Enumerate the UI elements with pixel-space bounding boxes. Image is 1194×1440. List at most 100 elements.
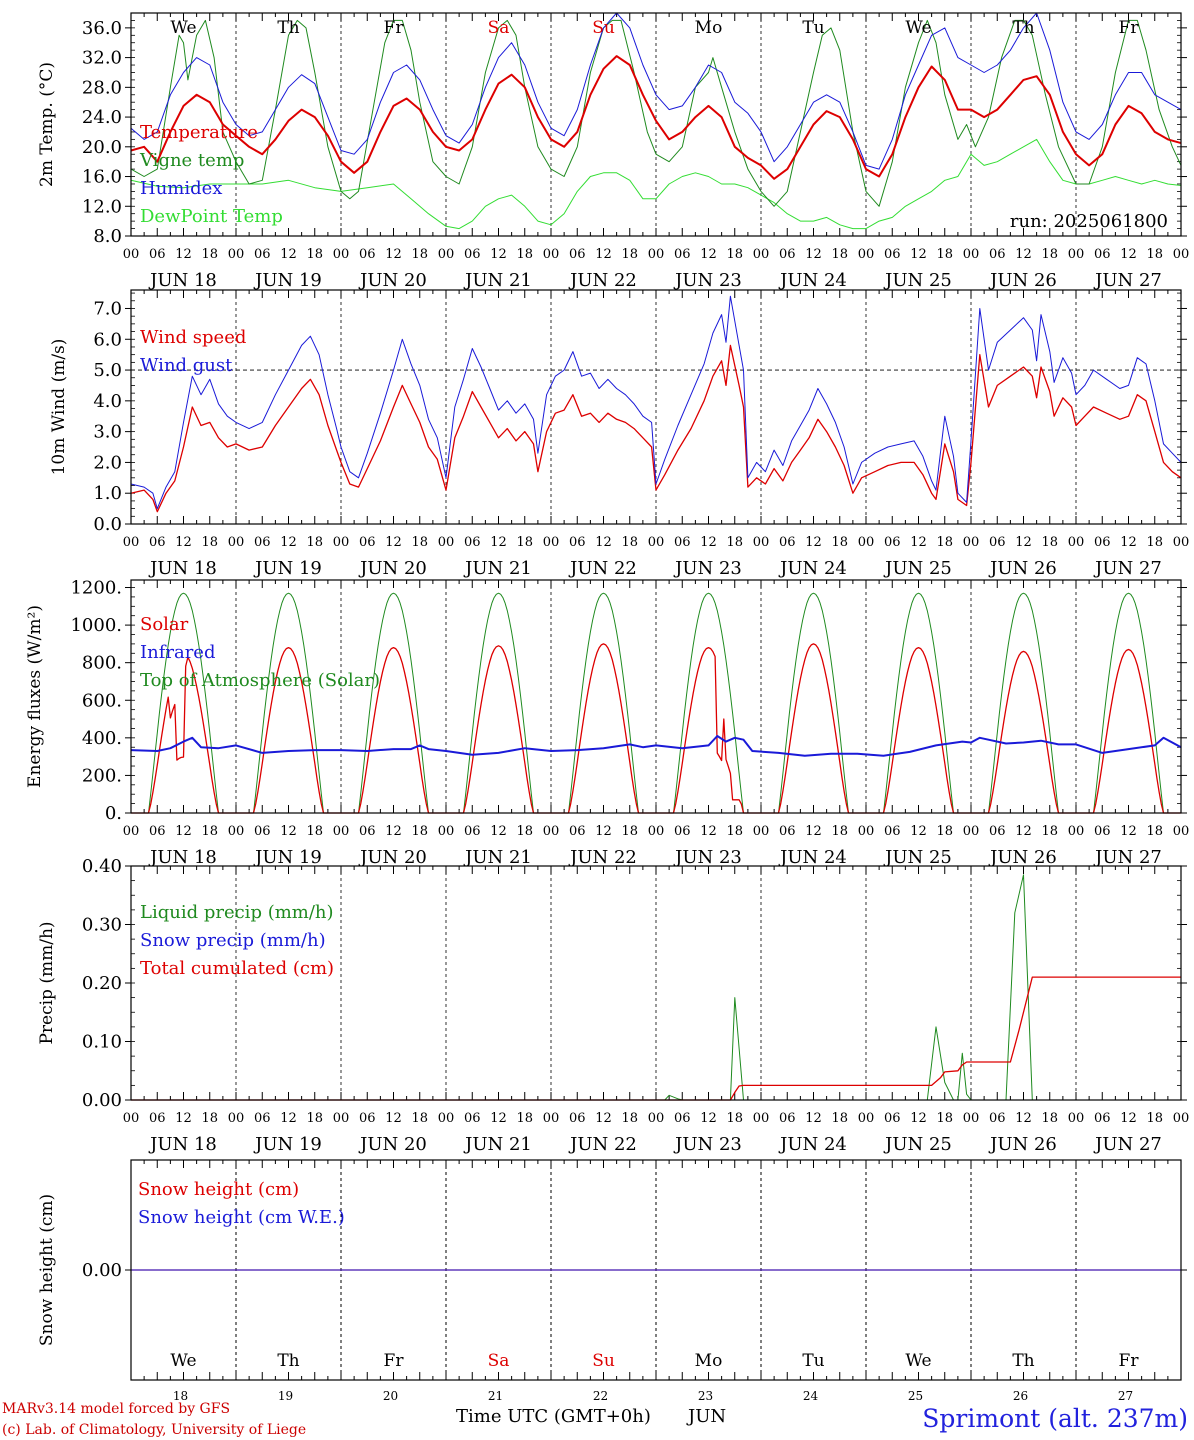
day-number-label: 24 [803,1389,819,1403]
weekday-label-top: Th [1012,18,1034,38]
x-hour-label: 12 [1015,824,1032,839]
x-date-label: JUN 21 [463,558,532,579]
legend-entry: Vigne temp [139,150,244,171]
y-tick-label: 600. [82,690,122,711]
x-date-label: JUN 19 [253,1134,322,1155]
x-date-label: JUN 26 [988,1134,1057,1155]
x-hour-label: 00 [858,824,875,839]
weekday-label-top: Sa [488,18,510,38]
y-tick-label: 2.0 [93,452,122,473]
x-date-label: JUN 25 [883,558,952,579]
series-temperature [130,55,1182,180]
x-date-label: JUN 21 [463,847,532,868]
x-hour-label: 18 [831,1111,848,1126]
x-hour-label: 06 [149,1111,166,1126]
x-hour-label: 06 [674,1111,691,1126]
y-tick-label: 20.0 [82,137,122,158]
x-hour-label: 00 [963,247,980,262]
x-hour-label: 18 [831,824,848,839]
legend-entry: Wind gust [140,355,233,376]
x-hour-label: 12 [700,824,717,839]
x-hour-label: 12 [385,247,402,262]
x-hour-label: 00 [753,535,770,550]
x-hour-label: 06 [1094,824,1111,839]
weekday-label-top: Su [592,18,615,38]
x-hour-label: 18 [1041,1111,1058,1126]
x-hour-label: 12 [1120,824,1137,839]
credit-line-2: (c) Lab. of Climatology, University of L… [2,1422,306,1438]
x-hour-label: 00 [963,824,980,839]
x-date-label: JUN 18 [148,1134,217,1155]
x-date-label: JUN 19 [253,558,322,579]
x-hour-label: 12 [490,824,507,839]
x-date-label: JUN 22 [568,847,637,868]
legend-entry: Total cumulated (cm) [140,958,334,979]
x-hour-label: 18 [411,824,428,839]
series-total-cumulated-cm [131,976,1181,1101]
x-date-label: JUN 25 [883,847,952,868]
panel-wind: 0.0 1.0 2.0 3.0 4.0 5.0 6.0 7.0 10m Wind (m/s) 00… [49,289,1189,579]
legend-entry: DewPoint Temp [140,206,283,227]
x-date-label: JUN 24 [778,270,847,291]
y-tick-label: 1000. [70,615,122,636]
x-hour-label: 00 [333,824,350,839]
x-hour-label: 12 [805,535,822,550]
x-date-label: JUN 27 [1093,270,1162,291]
legend-entry: Liquid precip (mm/h) [140,902,334,923]
y-tick-label: 36.0 [82,18,122,39]
x-date-label: JUN 19 [253,847,322,868]
x-hour-label: 18 [621,247,638,262]
x-hour-label: 06 [149,535,166,550]
x-hour-label: 18 [1146,247,1163,262]
x-hour-label: 00 [753,247,770,262]
x-hour-label: 12 [700,535,717,550]
x-hour-label: 00 [1173,1111,1190,1126]
x-hour-label: 12 [1015,535,1032,550]
x-hour-label: 12 [595,247,612,262]
x-hour-label: 12 [280,247,297,262]
x-hour-label: 00 [228,1111,245,1126]
legend-entry: Solar [140,614,189,635]
x-hour-label: 06 [674,535,691,550]
x-hour-label: 12 [910,247,927,262]
y-tick-label: 7.0 [93,298,122,319]
x-hour-label: 06 [359,535,376,550]
x-date-label: JUN 27 [1093,1134,1162,1155]
plot-frame [130,579,1182,814]
x-hour-label: 18 [411,1111,428,1126]
x-hour-label: 18 [306,824,323,839]
x-hour-label: 12 [490,247,507,262]
panel-temp: 8.0 12.0 16.0 20.0 24.0 28.0 32.0 36.0 2m Temp. … [37,12,1189,291]
x-hour-label: 00 [123,535,140,550]
x-hour-label: 00 [1068,824,1085,839]
x-hour-label: 18 [621,824,638,839]
y-tick-label: 200. [82,765,122,786]
legend-entry: Humidex [140,178,222,199]
plot-frame [130,289,1182,525]
plot-frame [130,1159,1182,1381]
x-hour-label: 12 [805,247,822,262]
x-hour-label: 00 [228,535,245,550]
x-hour-label: 00 [648,535,665,550]
y-tick-label: 8.0 [93,226,122,247]
y-axis-label: 10m Wind (m/s) [49,339,69,476]
x-hour-label: 06 [254,247,271,262]
x-hour-label: 18 [516,535,533,550]
x-date-label: JUN 24 [778,1134,847,1155]
x-hour-label: 06 [884,824,901,839]
x-date-label: JUN 20 [358,270,427,291]
y-tick-label: 5.0 [93,360,122,381]
x-hour-label: 06 [989,1111,1006,1126]
legend-entry: Snow height (cm) [138,1179,299,1200]
x-hour-label: 00 [963,535,980,550]
y-tick-label: 0.00 [82,1260,122,1281]
x-hour-label: 18 [726,247,743,262]
panel-energy: 0. 200. 400. 600. 800. 1000. 1200. Energy fluxe… [25,578,1189,868]
legend-wind: Wind speed Wind gust [140,327,246,376]
x-hour-label: 06 [569,247,586,262]
x-hour-label: 06 [884,247,901,262]
x-hour-label: 06 [1094,1111,1111,1126]
x-date-label: JUN 27 [1093,847,1162,868]
day-number-label: 25 [908,1389,923,1403]
x-date-label: JUN 21 [463,270,532,291]
